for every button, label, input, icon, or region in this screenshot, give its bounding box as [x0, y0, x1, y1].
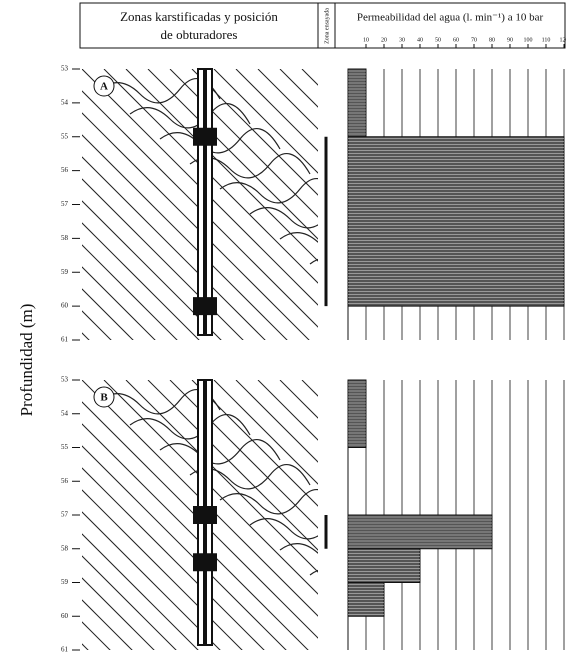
y-tick-label: 59	[61, 578, 69, 586]
x-tick-label: 110	[542, 37, 551, 43]
fracture	[0, 380, 120, 654]
header-title: Zona ensayada	[324, 8, 330, 44]
x-tick-label: 40	[417, 37, 423, 43]
fracture	[0, 69, 274, 349]
fracture	[0, 69, 98, 349]
packer	[193, 128, 217, 146]
y-tick-label: 58	[61, 234, 69, 242]
header-title: Permeabilidad del agua (l. min⁻¹) a 10 b…	[357, 12, 544, 24]
permeability-bar	[348, 69, 366, 137]
fracture	[82, 69, 362, 349]
fracture	[16, 380, 296, 654]
y-tick-label: 53	[61, 376, 69, 384]
fracture	[82, 380, 362, 654]
y-tick-label: 55	[61, 132, 69, 140]
y-tick-label: 58	[61, 544, 69, 552]
packer	[193, 506, 217, 524]
packer	[193, 553, 217, 571]
permeability-bar	[348, 137, 564, 306]
x-tick-label: 120	[560, 37, 566, 43]
x-tick-label: 50	[435, 37, 441, 43]
x-tick-label: 60	[453, 37, 459, 43]
fracture	[38, 380, 318, 654]
y-tick-label: 55	[61, 443, 69, 451]
permeability-bar	[348, 380, 366, 448]
fracture	[0, 380, 54, 654]
x-tick-label: 100	[524, 37, 533, 43]
x-tick-label: 30	[399, 37, 405, 43]
x-tick-label: 20	[381, 37, 387, 43]
fracture	[0, 380, 208, 654]
y-tick-label: 60	[61, 302, 69, 310]
y-tick-label: 56	[61, 166, 69, 174]
karst-fracture	[130, 104, 250, 128]
y-tick-label: 56	[61, 477, 69, 485]
x-tick-label: 70	[471, 37, 477, 43]
y-tick-label: 54	[61, 409, 69, 417]
fracture	[104, 380, 384, 654]
y-tick-label: 61	[61, 336, 69, 344]
y-tick-label: 57	[61, 200, 69, 208]
y-tick-label: 59	[61, 268, 69, 276]
karst-fracture	[130, 415, 250, 439]
fracture	[104, 69, 384, 349]
panel-label: A	[100, 81, 108, 93]
y-tick-label: 57	[61, 511, 69, 519]
y-tick-label: 54	[61, 98, 69, 106]
header-title: de obturadores	[161, 27, 238, 42]
x-tick-label: 80	[489, 37, 495, 43]
fracture	[0, 380, 98, 654]
y-tick-label: 60	[61, 612, 69, 620]
karst-fracture	[220, 490, 340, 514]
header-title: Zonas karstificadas y posición	[120, 9, 278, 24]
karst-fracture	[220, 179, 340, 203]
y-tick-label: 53	[61, 65, 69, 73]
y-tick-label: 61	[61, 646, 69, 654]
y-axis-label: Profundidad (m)	[17, 304, 36, 417]
packer	[193, 297, 217, 315]
x-tick-label: 10	[363, 37, 369, 43]
panel-label: B	[100, 392, 108, 404]
fracture	[0, 380, 142, 654]
x-tick-label: 90	[507, 37, 513, 43]
fracture	[16, 69, 296, 349]
